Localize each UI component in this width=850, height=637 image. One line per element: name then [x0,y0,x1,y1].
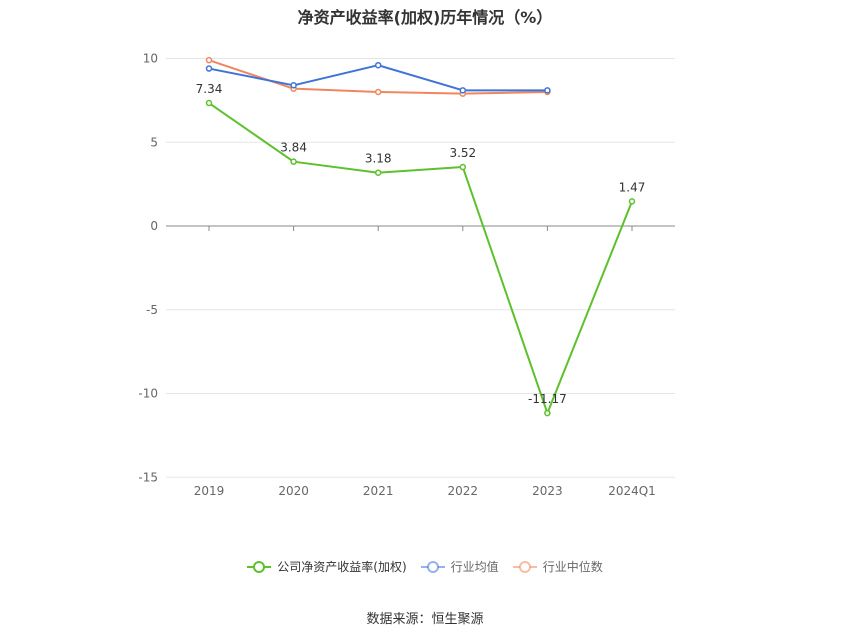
legend-label: 行业均值 [450,560,499,574]
legend-marker-icon [247,560,272,573]
x-tick-label: 2019 [194,484,225,498]
data-point [459,87,467,94]
series-line-0 [208,102,633,415]
legend-item[interactable]: 公司净资产收益率(加权) [247,558,407,575]
data-point [290,158,297,165]
data-point [290,82,297,89]
y-tick-label: -10 [138,387,158,401]
legend-item[interactable]: 行业均值 [420,558,499,575]
data-label: 7.34 [196,82,223,96]
data-label: -11.17 [528,392,567,406]
source-note: 数据来源：恒生聚源 [366,612,484,627]
data-label: 1.47 [619,180,646,194]
x-tick-label: 2020 [278,484,309,498]
data-point [374,61,382,69]
legend-label: 行业中位数 [542,560,603,574]
data-point [205,65,213,72]
data-point [205,99,213,107]
data-label: 3.84 [280,141,307,155]
data-point [628,198,636,205]
data-point [544,409,551,417]
y-tick-label: 10 [143,52,158,66]
y-tick-label: -15 [138,470,158,484]
series-line-1 [208,64,548,92]
data-point [459,163,467,171]
legend-label: 公司净资产收益率(加权) [277,560,407,574]
series-lines [205,56,636,417]
x-tick-label: 2023 [532,484,563,498]
legend-marker-icon [512,560,537,573]
grid-lines [166,58,675,478]
legend: 公司净资产收益率(加权) 行业均值 行业中位数 [0,558,850,575]
x-tick-label: 2022 [448,484,479,498]
legend-marker-icon [420,560,445,573]
x-tick-label: 2024Q1 [608,484,656,498]
x-tick-label: 2021 [363,484,394,498]
y-tick-label: 0 [150,219,158,233]
y-tick-label: 5 [150,135,158,149]
data-point [205,56,213,64]
axes: 10 5 0 -5 -10 -15 2019 2020 2021 2022 2023 2024Q1 [138,52,675,498]
data-point [374,169,382,176]
data-label: 3.52 [449,146,476,160]
data-label: 3.18 [365,152,392,166]
data-point [544,87,551,94]
data-labels: 7.34 3.84 3.18 3.52 -11.17 1.47 [196,82,646,406]
y-tick-label: -5 [146,303,158,317]
chart-title: 净资产收益率(加权)历年情况（%） [297,8,553,27]
data-point [374,88,382,96]
legend-item[interactable]: 行业中位数 [512,558,603,575]
